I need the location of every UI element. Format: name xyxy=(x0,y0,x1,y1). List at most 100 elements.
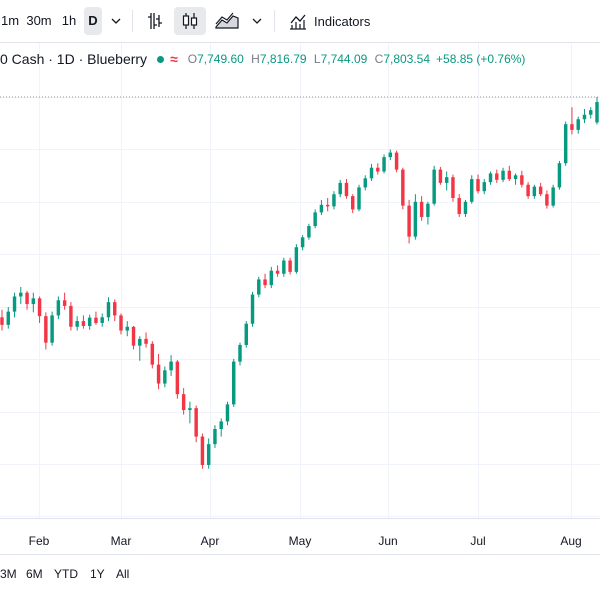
candle xyxy=(150,341,155,369)
candle xyxy=(538,182,543,197)
candle xyxy=(476,174,480,194)
candle xyxy=(138,336,142,361)
candle xyxy=(369,163,374,181)
candle xyxy=(69,302,73,331)
candle xyxy=(100,313,104,327)
candle xyxy=(181,388,186,415)
indicators-label: Indicators xyxy=(314,13,371,29)
candle xyxy=(388,149,393,161)
range-ytd[interactable]: YTD xyxy=(54,567,78,581)
candle xyxy=(188,401,192,424)
range-6m[interactable]: 6M xyxy=(26,567,43,581)
candle xyxy=(169,355,173,376)
candle xyxy=(263,273,267,289)
candle xyxy=(357,184,361,212)
candle xyxy=(19,287,23,305)
candle xyxy=(125,321,129,337)
candle xyxy=(75,316,79,331)
candle xyxy=(507,165,512,181)
timeframe-30m[interactable]: 30m xyxy=(26,13,52,28)
data-feed-icon: ≈ xyxy=(170,51,178,67)
candle xyxy=(6,307,10,329)
candle xyxy=(563,121,568,166)
candle xyxy=(394,150,399,173)
candle xyxy=(175,360,180,399)
candle xyxy=(213,425,217,448)
candlestick-icon[interactable] xyxy=(174,7,206,35)
candle xyxy=(444,171,449,191)
x-tick-label: Jul xyxy=(470,534,485,548)
candle xyxy=(219,418,223,437)
open-value: 7,749.60 xyxy=(197,52,244,66)
chevron-down-icon[interactable] xyxy=(248,7,266,35)
symbol-title[interactable]: 0 Cash · 1D · Blueberry xyxy=(0,51,148,67)
market-status-dot xyxy=(157,55,165,63)
candle xyxy=(495,169,499,183)
candle xyxy=(351,194,355,214)
candle xyxy=(300,235,305,251)
candle xyxy=(144,332,148,348)
candle xyxy=(501,167,505,183)
range-all[interactable]: All xyxy=(116,567,130,581)
candle xyxy=(25,290,29,310)
timeframe-d[interactable]: D xyxy=(84,7,102,35)
candle xyxy=(332,191,336,210)
candle xyxy=(419,196,424,221)
change-value: +58.85 (+0.76%) xyxy=(436,52,526,66)
candle xyxy=(156,354,161,390)
candle xyxy=(325,198,330,212)
candle xyxy=(426,201,430,225)
range-1y[interactable]: 1Y xyxy=(90,567,105,581)
ohlc-values: O7,749.60 H7,816.79 L7,744.09 C7,803.54 xyxy=(187,52,431,66)
candle xyxy=(413,194,418,240)
candle xyxy=(12,292,17,318)
candle xyxy=(119,313,123,335)
candle xyxy=(275,265,280,277)
candle xyxy=(401,167,405,210)
indicators-button[interactable]: Indicators xyxy=(284,7,380,35)
area-chart-icon[interactable] xyxy=(212,7,242,35)
candle xyxy=(338,179,342,198)
range-selector: 3M 6M YTD 1Y All xyxy=(0,562,600,586)
candle xyxy=(87,314,92,330)
x-tick-label: Apr xyxy=(201,534,220,548)
top-toolbar: 1m 30m 1h D Indicators xyxy=(0,0,600,42)
chart-legend: 0 Cash · 1D · Blueberry ≈ O7,749.60 H7,8… xyxy=(0,48,525,70)
candle xyxy=(526,182,530,199)
candle xyxy=(206,438,211,469)
candle xyxy=(238,342,242,366)
toolbar-divider xyxy=(274,10,275,32)
candle xyxy=(432,165,436,206)
range-3m[interactable]: 3M xyxy=(0,567,17,581)
toolbar-divider xyxy=(132,10,133,32)
candle xyxy=(557,160,562,190)
candle xyxy=(470,175,474,204)
candle xyxy=(570,107,574,135)
candle xyxy=(382,154,386,174)
candle xyxy=(551,184,555,208)
x-tick-label: May xyxy=(289,534,312,548)
candle xyxy=(50,311,54,346)
candle xyxy=(44,312,48,350)
bar-chart-icon[interactable] xyxy=(142,7,168,35)
candle xyxy=(244,321,248,348)
candle xyxy=(344,179,349,199)
candle xyxy=(513,173,518,185)
chevron-down-icon[interactable] xyxy=(106,7,126,35)
candle xyxy=(363,175,367,191)
candle xyxy=(545,190,549,209)
candle xyxy=(488,171,493,185)
candle xyxy=(576,116,580,134)
candle xyxy=(194,405,198,443)
candle xyxy=(257,276,261,298)
timeframe-1h[interactable]: 1h xyxy=(61,13,77,28)
candle xyxy=(451,174,455,202)
candle xyxy=(482,179,486,195)
candle xyxy=(520,170,524,188)
x-tick-label: Mar xyxy=(111,534,132,548)
indicators-icon xyxy=(290,14,306,30)
timeframe-1m[interactable]: 1m xyxy=(0,13,20,28)
candle xyxy=(589,107,593,119)
candle xyxy=(113,299,117,322)
